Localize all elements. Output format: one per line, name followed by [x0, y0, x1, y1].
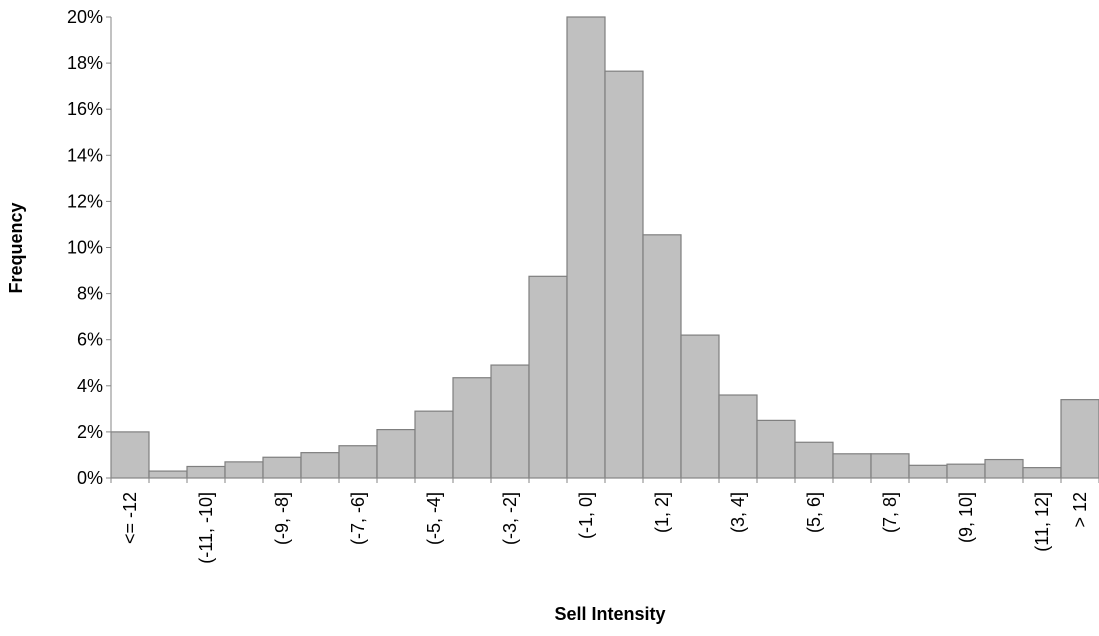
x-tick-label: (7, 8]: [880, 492, 900, 533]
bars-group: [110, 16, 1099, 479]
bar-9: [452, 377, 492, 479]
bar-3: [224, 461, 264, 479]
bar-11: [528, 275, 568, 479]
x-tick-label: (5, 6]: [804, 492, 824, 533]
x-tick-label: (1, 2]: [652, 492, 672, 533]
bar-0: [110, 431, 150, 479]
y-tick-label: 8%: [77, 284, 103, 304]
x-tick-label: (11, 12]: [1032, 492, 1052, 552]
bar-20: [870, 453, 910, 479]
y-axis-title: Frequency: [6, 202, 26, 293]
y-tick-label: 14%: [67, 145, 103, 165]
bar-17: [756, 419, 796, 479]
x-tick-label: > 12: [1070, 492, 1090, 528]
bar-14: [642, 234, 682, 479]
x-axis: <= -12 (-11, -10] (-9, -8] (-7, -6] (-5, -4]…: [110, 477, 1099, 564]
y-tick-label: 6%: [77, 330, 103, 350]
bar-7: [376, 429, 416, 479]
y-tick-label: 2%: [77, 422, 103, 442]
bar-18: [794, 441, 834, 479]
y-axis: 0% 2% 4% 6% 8% 10% 12% 14% 16% 18% 20%: [67, 7, 112, 488]
bar-24: [1022, 467, 1062, 479]
x-tick-label: <= -12: [120, 492, 140, 544]
bar-23: [984, 458, 1024, 479]
y-tick-label: 12%: [67, 191, 103, 211]
bar-12: [566, 16, 606, 479]
y-tick-label: 4%: [77, 376, 103, 396]
x-tick-label: (-9, -8]: [272, 492, 292, 545]
x-tick-label: (9, 10]: [956, 492, 976, 543]
y-tick-label: 0%: [77, 468, 103, 488]
bar-25: [1060, 399, 1099, 479]
bar-15: [680, 334, 720, 479]
y-tick-label: 18%: [67, 53, 103, 73]
bar-5: [300, 452, 340, 479]
bar-1: [148, 470, 188, 479]
bar-22: [946, 463, 986, 479]
x-axis-title: Sell Intensity: [554, 604, 665, 624]
x-tick-label: (-11, -10]: [196, 492, 216, 564]
bar-6: [338, 445, 378, 479]
bar-19: [832, 453, 872, 479]
bar-16: [718, 394, 758, 479]
y-tick-label: 20%: [67, 7, 103, 27]
bar-21: [908, 464, 948, 479]
bar-13: [604, 70, 644, 479]
x-tick-label: (-7, -6]: [348, 492, 368, 545]
x-tick-label: (-3, -2]: [500, 492, 520, 545]
bar-2: [186, 465, 226, 479]
bar-10: [490, 364, 530, 479]
x-tick-label: (3, 4]: [728, 492, 748, 533]
x-tick-label: (-5, -4]: [424, 492, 444, 545]
bar-4: [262, 456, 302, 479]
y-tick-label: 10%: [67, 238, 103, 258]
x-tick-label: (-1, 0]: [576, 492, 596, 539]
y-tick-label: 16%: [67, 99, 103, 119]
bar-8: [414, 410, 454, 479]
